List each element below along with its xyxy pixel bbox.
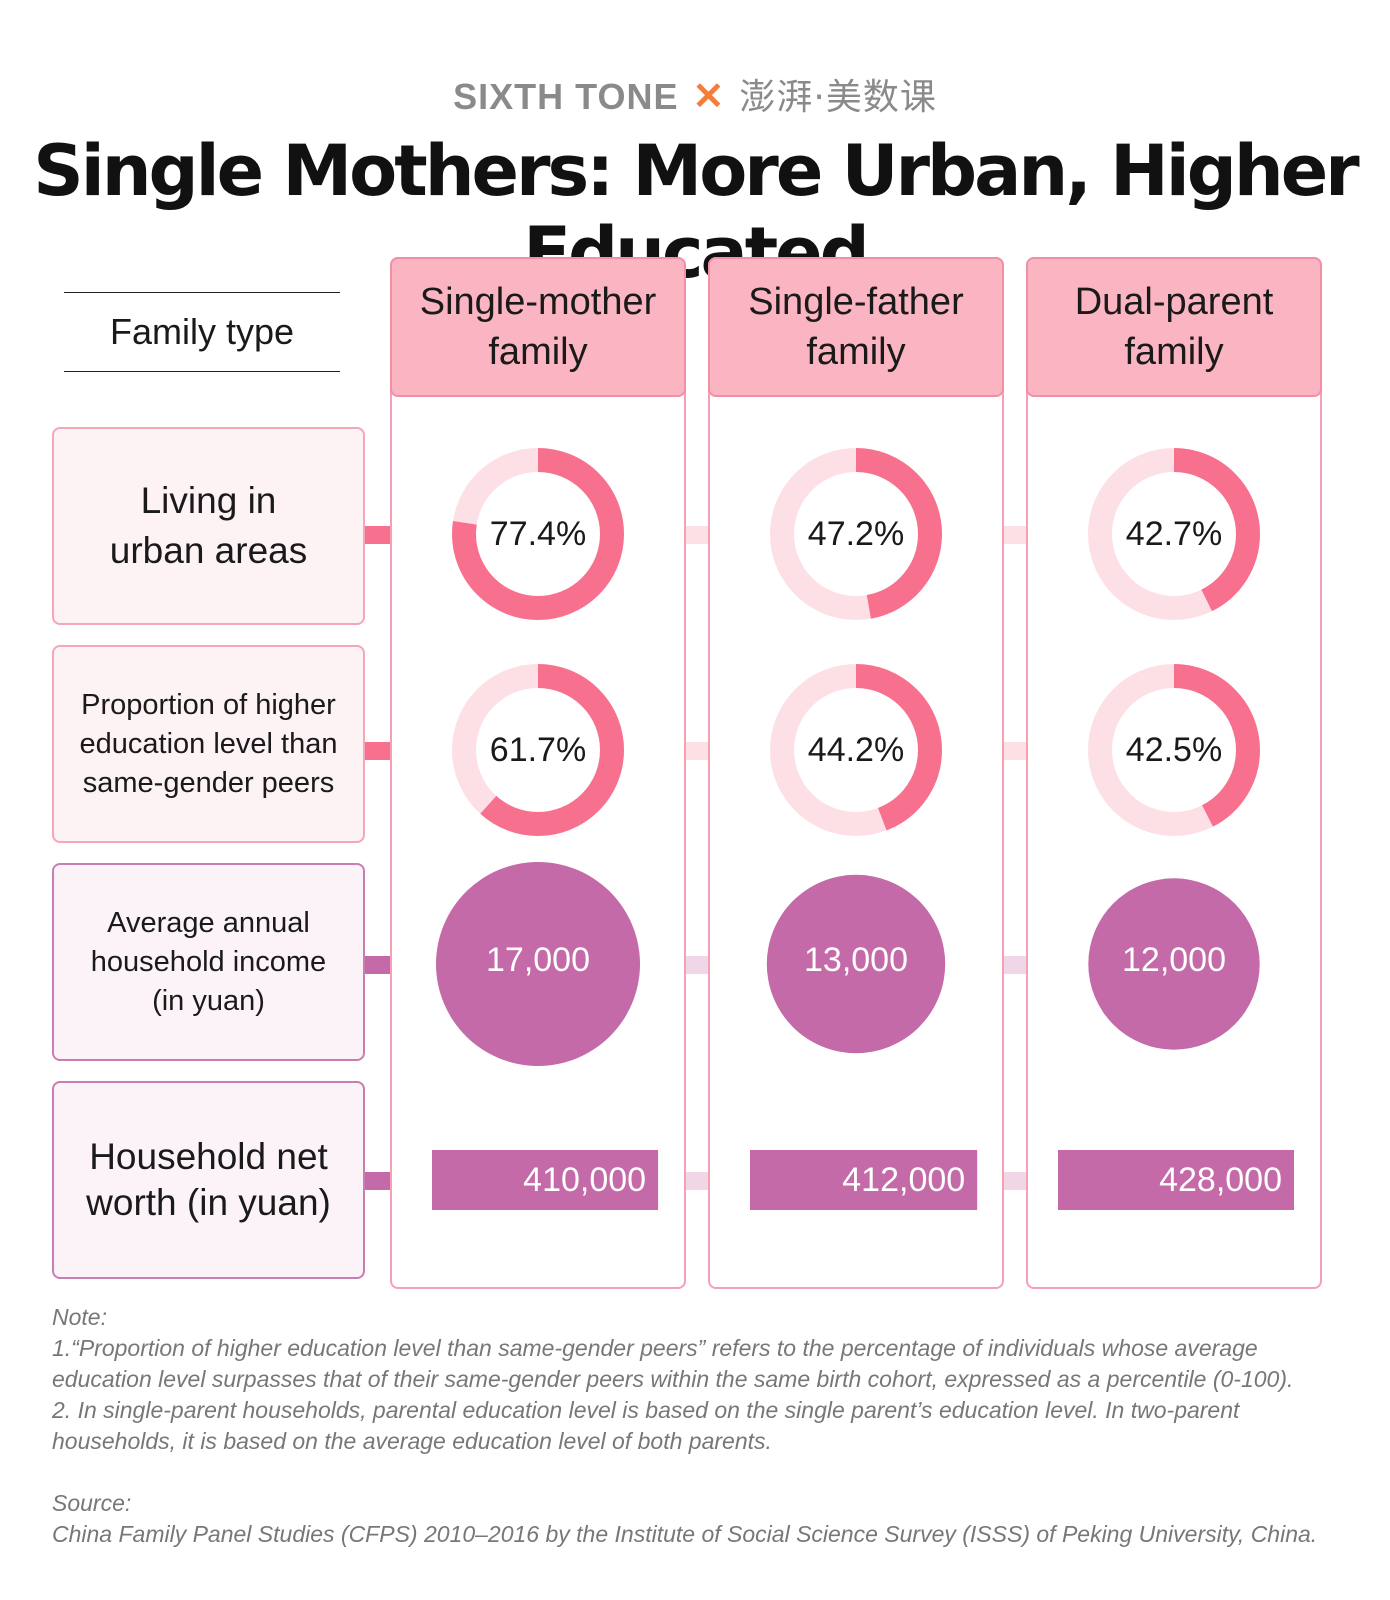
row-label-education: Proportion of higher education level tha… — [52, 645, 365, 843]
donut-label-education-dual-parent: 42.5% — [1126, 731, 1222, 769]
note-label: Note: — [52, 1304, 107, 1330]
column-header-single-father: Single-father family — [708, 257, 1004, 397]
column-header-dual-parent: Dual-parent family — [1026, 257, 1322, 397]
income-bubble-dual-parent — [1088, 878, 1260, 1050]
connector-income — [365, 956, 390, 974]
note-2b: households, it is based on the average e… — [52, 1428, 772, 1454]
income-label-single-father: 13,000 — [804, 941, 908, 979]
source-text: China Family Panel Studies (CFPS) 2010–2… — [52, 1521, 1318, 1547]
thepaper-logo: 澎湃·美数课 — [739, 77, 937, 118]
column-frame-dual-parent — [1026, 257, 1322, 1289]
note-1a: 1.“Proportion of higher education level … — [52, 1335, 1258, 1361]
notes: Note: 1.“Proportion of higher education … — [52, 1302, 1352, 1550]
connector-urban-3 — [1004, 526, 1026, 544]
connector-net-worth-2 — [686, 1172, 708, 1190]
cross-icon: ✕ — [692, 76, 726, 118]
chart-marks: 77.4% 47.2% 42.7% 61.7% 44.2% 42.5% 17,000 13,0… — [432, 448, 1294, 1210]
donut-label-urban-single-father: 47.2% — [808, 515, 904, 553]
donut-label-education-single-father: 44.2% — [808, 731, 904, 769]
column-frame-single-mother — [390, 257, 686, 1289]
row-label-urban: Living in urban areas — [52, 427, 365, 625]
source-label: Source: — [52, 1490, 132, 1516]
income-bubble-single-father — [766, 874, 946, 1054]
donut-label-urban-single-mother: 77.4% — [490, 515, 586, 553]
note-2a: 2. In single-parent households, parental… — [52, 1397, 1240, 1423]
sixth-tone-logo: SIXTH TONE — [453, 76, 679, 117]
net-worth-label-dual-parent: 428,000 — [1159, 1161, 1282, 1199]
connector-urban — [365, 526, 390, 544]
connector-education-2 — [686, 742, 708, 760]
family-type-label: Family type — [64, 292, 340, 372]
net-worth-label-single-father: 412,000 — [842, 1161, 965, 1199]
row-label-net-worth: Household net worth (in yuan) — [52, 1081, 365, 1279]
donut-label-urban-dual-parent: 42.7% — [1126, 515, 1222, 553]
connector-urban-2 — [686, 526, 708, 544]
donut-label-education-single-mother: 61.7% — [490, 731, 586, 769]
brand-line: SIXTH TONE ✕ 澎湃·美数课 — [0, 68, 1390, 120]
net-worth-bar-dual-parent — [1058, 1150, 1294, 1210]
income-bubble-single-mother — [436, 862, 640, 1066]
donut-arc-urban-dual-parent — [1088, 448, 1260, 620]
note-1b: education level surpasses that of their … — [52, 1366, 1294, 1392]
net-worth-bar-single-father — [750, 1150, 978, 1210]
donut-arc-education-single-mother — [452, 664, 624, 836]
connector-income-2 — [686, 956, 708, 974]
connector-education — [365, 742, 390, 760]
income-label-dual-parent: 12,000 — [1122, 941, 1226, 979]
donut-arc-education-single-father — [770, 664, 942, 836]
connector-net-worth-3 — [1004, 1172, 1026, 1190]
connector-education-3 — [1004, 742, 1026, 760]
column-header-single-mother: Single-mother family — [390, 257, 686, 397]
net-worth-bar-single-mother — [432, 1150, 659, 1210]
net-worth-label-single-mother: 410,000 — [523, 1161, 646, 1199]
column-frame-single-father — [708, 257, 1004, 1289]
donut-arc-urban-single-mother — [452, 448, 624, 620]
income-label-single-mother: 17,000 — [486, 941, 590, 979]
donut-arc-education-dual-parent — [1088, 664, 1260, 836]
row-label-income: Average annual household income (in yuan… — [52, 863, 365, 1061]
donut-arc-urban-single-father — [770, 448, 942, 620]
connector-income-3 — [1004, 956, 1026, 974]
connector-net-worth — [365, 1172, 390, 1190]
